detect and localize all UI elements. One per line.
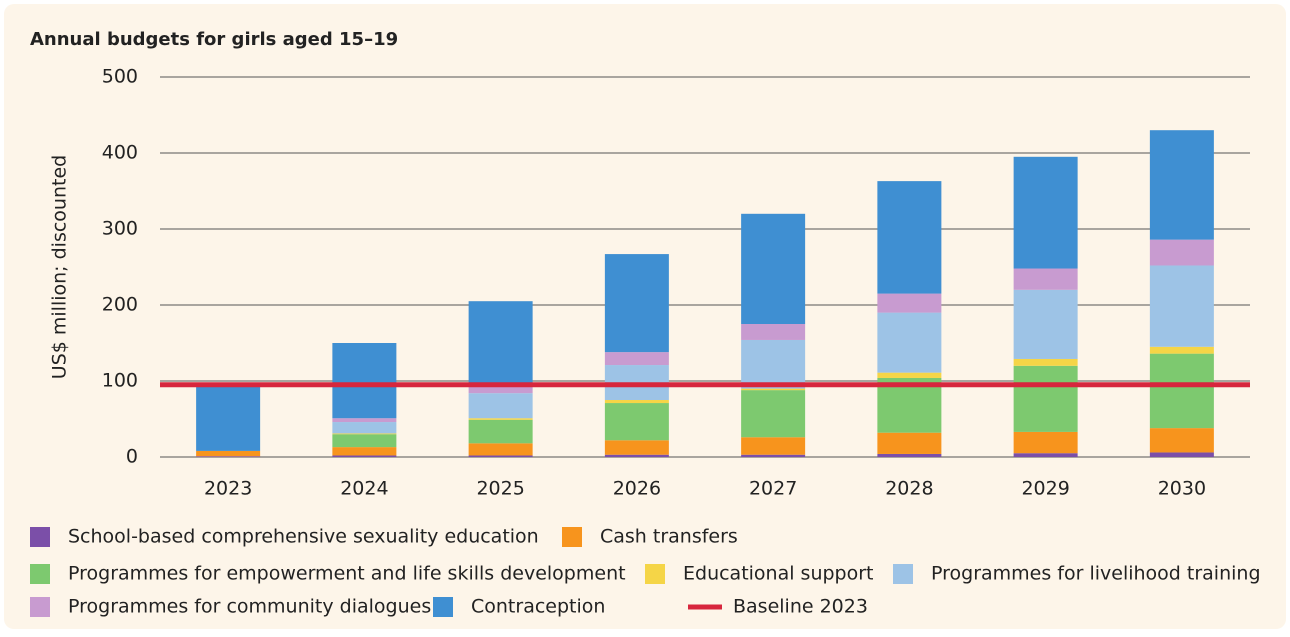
bar-segment: [332, 447, 397, 456]
bar-segment: [741, 324, 806, 340]
bar-segment: [604, 400, 669, 404]
bar-segment: [604, 403, 669, 441]
legend-swatch: [30, 597, 50, 617]
legend-swatch: [645, 564, 665, 584]
bar-segment: [332, 433, 397, 435]
bar-segment: [1149, 428, 1214, 453]
bar-segment: [877, 372, 942, 378]
bar-segment: [468, 301, 533, 385]
bar-segment: [877, 453, 942, 457]
bar-segment: [332, 434, 397, 448]
bar-segment: [1149, 265, 1214, 347]
legend-label: Contraception: [471, 596, 605, 618]
bar-segment: [1013, 156, 1078, 269]
x-tick-label: 2023: [204, 478, 252, 500]
x-tick-label: 2026: [613, 478, 661, 500]
bar-segment: [1013, 431, 1078, 454]
bar-segment: [196, 384, 261, 451]
bar-segment: [468, 393, 533, 419]
bar-segment: [332, 343, 397, 419]
bar-segment: [741, 388, 806, 391]
bar-segment: [877, 432, 942, 454]
bar-segment: [332, 422, 397, 434]
bar-segment: [741, 454, 806, 457]
legend-label: Educational support: [683, 563, 874, 585]
y-tick-label: 400: [102, 142, 138, 164]
x-tick-label: 2025: [476, 478, 524, 500]
bar-segment: [741, 213, 806, 324]
bar-segment: [1013, 358, 1078, 366]
bar-segment: [468, 443, 533, 456]
bar-segment: [1013, 289, 1078, 359]
chart-title: Annual budgets for girls aged 15–19: [30, 29, 398, 50]
bar-segment: [468, 455, 533, 457]
x-tick-label: 2029: [1021, 478, 1069, 500]
y-tick-label: 200: [102, 294, 138, 316]
bar-segment: [468, 418, 533, 420]
legend-swatch: [893, 564, 913, 584]
bar-segment: [196, 456, 261, 457]
y-tick-label: 100: [102, 370, 138, 392]
legend-label: Cash transfers: [600, 526, 738, 548]
bar-segment: [1149, 346, 1214, 354]
bar-segment: [332, 455, 397, 457]
bar-segment: [604, 254, 669, 353]
bar-segment: [604, 352, 669, 366]
legend-swatch: [562, 527, 582, 547]
legend-label: Programmes for community dialogues: [68, 596, 431, 618]
x-tick-label: 2028: [885, 478, 933, 500]
y-tick-label: 0: [126, 446, 138, 468]
bar-segment: [741, 390, 806, 438]
bar-segment: [1013, 268, 1078, 290]
bar-segment: [1149, 239, 1214, 266]
legend-swatch: [30, 527, 50, 547]
bar-segment: [196, 450, 261, 457]
x-tick-label: 2027: [749, 478, 797, 500]
bar-segment: [468, 384, 533, 394]
bar-segment: [741, 339, 806, 389]
bar-segment: [1013, 365, 1078, 432]
bar-segment: [877, 312, 942, 373]
legend-label: Programmes for livelihood training: [931, 563, 1261, 585]
y-axis-label: US$ million; discounted: [49, 155, 71, 379]
legend-label: Programmes for empowerment and life skil…: [68, 563, 626, 585]
bar-segment: [1013, 453, 1078, 457]
legend-label: Baseline 2023: [733, 596, 868, 618]
bar-segment: [332, 418, 397, 423]
bar-segment: [468, 419, 533, 444]
bar-segment: [1149, 452, 1214, 457]
bar-segment: [1149, 130, 1214, 240]
y-tick-label: 500: [102, 66, 138, 88]
legend-swatch: [433, 597, 453, 617]
bar-segment: [741, 437, 806, 455]
y-tick-label: 300: [102, 218, 138, 240]
bar-segment: [604, 454, 669, 457]
legend-swatch: [30, 564, 50, 584]
bar-segment: [877, 293, 942, 313]
bar-segment: [1149, 353, 1214, 429]
x-tick-label: 2030: [1158, 478, 1206, 500]
bar-segment: [877, 181, 942, 294]
x-tick-label: 2024: [340, 478, 388, 500]
legend-label: School-based comprehensive sexuality edu…: [68, 526, 539, 548]
bar-segment: [604, 440, 669, 455]
